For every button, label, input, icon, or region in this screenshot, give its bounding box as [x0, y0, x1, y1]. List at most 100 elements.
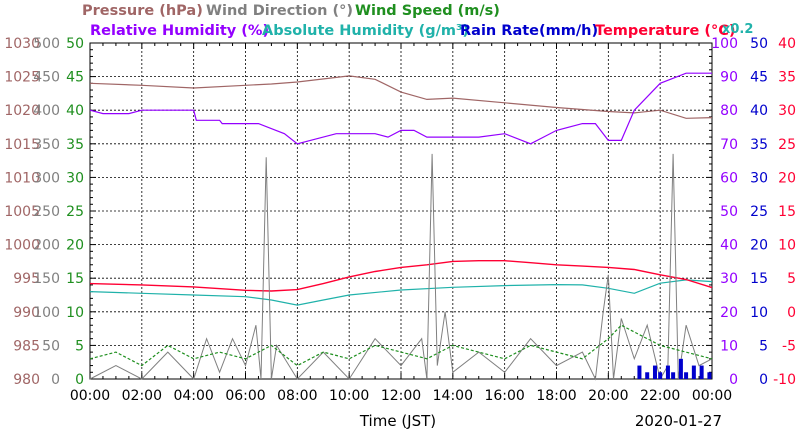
y-tick-label-rain-rate: 0	[759, 372, 768, 388]
y-tick-label-wind-speed: 35	[66, 137, 84, 153]
y-tick-label-temperature: -5	[782, 338, 796, 354]
x-axis: 00:00 02:00 04:00 06:00 08:00 10:00 12:00 14:00…	[70, 388, 732, 404]
y-tick-label-humidity: 70	[720, 137, 738, 153]
legend-entry: Wind Direction (°)	[206, 3, 353, 19]
y-tick-label-wind-speed: 0	[75, 372, 84, 388]
y-tick-label-wind-speed: 50	[66, 36, 84, 52]
y-tick-label-pressure: 1015	[4, 137, 40, 153]
y-tick-label-wind-direction: 500	[33, 36, 60, 52]
y-tick-label-humidity: 100	[711, 36, 738, 52]
y-tick-label-humidity: 50	[720, 204, 738, 220]
grid	[89, 42, 713, 380]
series-line-absolute-humidity	[89, 279, 713, 306]
x-tick-label: 22:00	[640, 388, 680, 404]
x-tick-label: 04:00	[173, 388, 213, 404]
y-tick-label-pressure: 1005	[4, 204, 40, 220]
y-tick-label-humidity: 0	[729, 372, 738, 388]
y-tick-label-wind-direction: 0	[51, 372, 60, 388]
rain-rate-bar	[658, 372, 663, 379]
y-tick-label-humidity: 90	[720, 70, 738, 86]
series-line-wind-speed	[89, 324, 713, 367]
series-line-temperature	[89, 260, 713, 292]
y-tick-label-wind-direction: 250	[33, 204, 60, 220]
y-tick-label-pressure: 985	[13, 338, 40, 354]
y-tick-label-rain-rate: 20	[750, 238, 768, 254]
y-tick-label-wind-speed: 20	[66, 238, 84, 254]
y-tick-label-temperature: 35	[778, 70, 796, 86]
y-tick-label-temperature: -10	[773, 372, 796, 388]
y-tick-label-temperature: 25	[778, 137, 796, 153]
rain-rate-bar	[671, 372, 676, 379]
y-tick-label-pressure: 980	[13, 372, 40, 388]
x-tick-label: 08:00	[277, 388, 317, 404]
y-tick-label-wind-speed: 5	[75, 338, 84, 354]
x-tick-label: 14:00	[433, 388, 473, 404]
series-line-wind-direction	[89, 153, 713, 381]
y-tick-label-temperature: 5	[787, 271, 796, 287]
y-tick-label-humidity: 80	[720, 103, 738, 119]
y-tick-label-rain-rate: 30	[750, 170, 768, 186]
y-tick-label-humidity: 10	[720, 338, 738, 354]
y-tick-label-rain-rate: 35	[750, 137, 768, 153]
x-tick-label: 06:00	[225, 388, 265, 404]
y-tick-label-wind-direction: 450	[33, 70, 60, 86]
legend: Pressure (hPa) Wind Direction (°) Wind Spe…	[82, 3, 753, 39]
x-tick-label: 12:00	[381, 388, 421, 404]
y-tick-label-pressure: 1020	[4, 103, 40, 119]
y-tick-label-wind-speed: 10	[66, 305, 84, 321]
y-tick-label-temperature: 10	[778, 238, 796, 254]
y-tick-label-pressure: 1010	[4, 170, 40, 186]
y-tick-label-rain-rate: 10	[750, 305, 768, 321]
series-layer	[89, 72, 713, 381]
rain-rate-bar	[652, 365, 657, 379]
x-tick-label: 10:00	[329, 388, 369, 404]
y-tick-label-wind-speed: 15	[66, 271, 84, 287]
rain-rate-bar	[665, 365, 670, 379]
plot-area	[89, 42, 713, 381]
y-tick-label-pressure: 990	[13, 305, 40, 321]
rain-rate-bar	[637, 365, 642, 379]
y-tick-label-wind-speed: 40	[66, 103, 84, 119]
rain-rate-bar	[691, 365, 696, 379]
legend-entry: Wind Speed (m/s)	[355, 3, 500, 19]
y-tick-label-pressure: 1000	[4, 238, 40, 254]
legend-multiplier: x0.2	[722, 22, 753, 37]
y-tick-label-temperature: 30	[778, 103, 796, 119]
x-tick-label: 00:00	[692, 388, 732, 404]
series-line-relative-humidity	[89, 72, 712, 145]
x-tick-label: 16:00	[484, 388, 524, 404]
series-line-pressure	[89, 75, 713, 119]
y-tick-label-pressure: 1025	[4, 70, 40, 86]
y-tick-label-wind-direction: 350	[33, 137, 60, 153]
y-tick-label-humidity: 40	[720, 238, 738, 254]
y-tick-label-wind-direction: 200	[33, 238, 60, 254]
y-tick-label-wind-direction: 50	[42, 338, 60, 354]
date-label: 2020-01-27	[635, 412, 722, 430]
y-tick-label-wind-speed: 30	[66, 170, 84, 186]
y-tick-label-humidity: 20	[720, 305, 738, 321]
y-tick-label-wind-direction: 300	[33, 170, 60, 186]
y-tick-label-wind-speed: 45	[66, 70, 84, 86]
y-tick-label-rain-rate: 5	[759, 338, 768, 354]
x-tick-label: 18:00	[536, 388, 576, 404]
x-axis-label: Time (JST)	[359, 412, 436, 430]
y-tick-label-wind-direction: 100	[33, 305, 60, 321]
y-tick-label-rain-rate: 40	[750, 103, 768, 119]
y-tick-label-rain-rate: 45	[750, 70, 768, 86]
x-tick-label: 02:00	[122, 388, 162, 404]
y-tick-label-pressure: 1030	[4, 36, 40, 52]
x-tick-label: 20:00	[588, 388, 628, 404]
rain-rate-bar	[699, 365, 704, 379]
y-tick-label-humidity: 30	[720, 271, 738, 287]
y-tick-label-rain-rate: 50	[750, 36, 768, 52]
rain-rate-bar	[684, 372, 689, 379]
y-tick-label-humidity: 60	[720, 170, 738, 186]
rain-rate-bar	[678, 358, 683, 379]
y-tick-label-wind-direction: 150	[33, 271, 60, 287]
y-tick-label-rain-rate: 25	[750, 204, 768, 220]
y-tick-label-wind-speed: 25	[66, 204, 84, 220]
y-tick-label-rain-rate: 15	[750, 271, 768, 287]
legend-entry: Pressure (hPa)	[82, 3, 203, 19]
legend-entry: Relative Humidity (%)	[90, 23, 269, 39]
